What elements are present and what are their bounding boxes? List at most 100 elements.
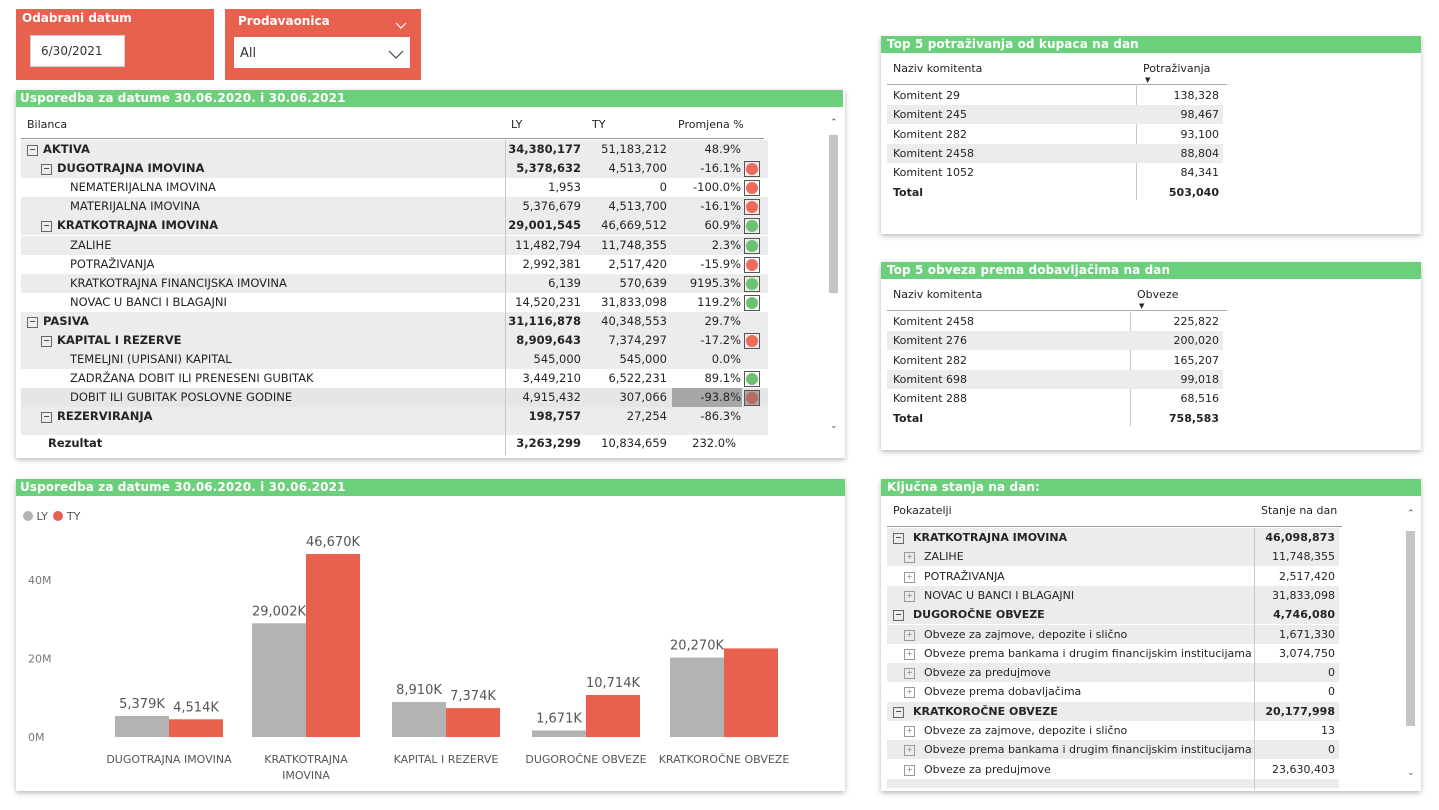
expand-icon[interactable]: + [904,745,915,757]
collapse-icon[interactable]: − [893,706,904,718]
table-row[interactable]: Komitent 245 98,467 [887,105,1223,125]
row-change: 60.9% [704,218,741,233]
col-header-change[interactable]: Promjena % [678,118,744,131]
sort-desc-icon[interactable]: ▼ [1145,76,1151,84]
row-label: REZERVIRANJA [57,409,153,424]
store-dropdown[interactable]: All [234,37,410,68]
col-header-value[interactable]: Obveze [1137,288,1179,301]
matrix-row[interactable]: POTRAŽIVANJA 2,992,381 2,517,420 -15.9% [21,255,768,274]
expand-icon[interactable]: + [904,590,915,602]
key-row[interactable]: + POTRAŽIVANJA 2,517,420 [887,567,1339,586]
table-row[interactable]: Komitent 276 200,020 [887,331,1223,351]
table-row[interactable]: Komitent 282 165,207 [887,351,1223,370]
key-scrollbar[interactable]: ⌃ ⌄ [1405,506,1417,786]
table-row[interactable]: Komitent 29 138,328 [887,86,1223,105]
collapse-icon[interactable]: − [893,610,904,622]
expand-icon[interactable]: + [904,668,915,680]
table-row[interactable]: Komitent 2458 225,822 [887,312,1223,331]
table-row[interactable]: Komitent 1052 84,341 [887,163,1223,182]
green-status-icon [746,373,758,386]
col-header-ty[interactable]: TY [592,118,606,131]
slicer-collapse-icon[interactable] [395,15,407,34]
bar-ly[interactable] [392,702,446,737]
matrix-row[interactable]: ZADRŽANA DOBIT ILI PRENESENI GUBITAK 3,44… [21,369,768,388]
table-row[interactable]: Komitent 698 99,018 [887,369,1223,389]
row-label: DUGOTRAJNA IMOVINA [57,161,205,176]
key-row[interactable]: + ZALIHE 11,748,355 [887,547,1339,567]
total-change: 232.0% [692,436,736,450]
matrix-row[interactable]: − PASIVA 31,116,878 40,348,553 29.7% [21,311,768,331]
key-balances-title: Ključna stanja na dan: [881,479,1421,496]
collapse-icon[interactable]: − [41,336,52,347]
matrix-row[interactable]: KRATKOTRAJNA FINANCIJSKA IMOVINA 6,139 570… [21,273,768,293]
scroll-thumb[interactable] [829,135,838,293]
bar-ly[interactable] [252,623,306,737]
scroll-up-icon[interactable]: ⌃ [830,118,838,128]
matrix-row[interactable]: DOBIT ILI GUBITAK POSLOVNE GODINE 4,915,4… [21,388,768,408]
key-row[interactable]: + Obveze za zajmove, depozite i slično 13 [887,721,1339,740]
table-row[interactable]: Komitent 282 93,100 [887,125,1223,144]
matrix-row[interactable]: TEMELJNI (UPISANI) KAPITAL 545,000 545,000… [21,350,768,370]
key-row[interactable]: + Obveze za zajmove, depozite i slično 1,6… [887,624,1339,644]
expand-icon[interactable]: + [904,687,915,699]
bar-ty[interactable] [446,708,500,737]
matrix-row[interactable]: − AKTIVA 34,380,177 51,183,212 48.9% [21,140,768,159]
col-header-ly[interactable]: LY [511,118,523,131]
expand-icon[interactable]: + [904,648,915,660]
key-row-value: 13 [1321,724,1335,737]
key-row-label: POTRAŽIVANJA [924,569,1005,583]
matrix-scrollbar[interactable]: ⌃ ⌄ [828,115,840,437]
matrix-row[interactable]: − DUGOTRAJNA IMOVINA 5,378,632 4,513,700 -16… [21,159,768,179]
matrix-row[interactable]: MATERIJALNA IMOVINA 5,376,679 4,513,700 -16… [21,197,768,217]
collapse-icon[interactable]: − [893,533,904,544]
scroll-down-icon[interactable]: ⌄ [1407,768,1415,778]
expand-icon[interactable]: + [904,629,915,641]
key-row[interactable]: + NOVAC U BANCI I BLAGAJNI 31,833,098 [887,585,1339,605]
matrix-row[interactable]: NOVAC U BANCI I BLAGAJNI 14,520,231 31,833… [21,293,768,312]
key-row[interactable]: − DUGOROČNE OBVEZE 4,746,080 [887,605,1339,625]
col-header-bilanca[interactable]: Bilanca [27,118,68,131]
key-row[interactable]: + Obveze prema bankama i drugim financijs… [887,740,1339,760]
key-row[interactable]: + Obveze za predujmove 23,630,403 [887,760,1339,779]
collapse-icon[interactable]: − [27,145,38,156]
bar-ty[interactable] [724,648,778,737]
expand-icon[interactable]: + [904,571,915,583]
matrix-row[interactable]: − KRATKOTRAJNA IMOVINA 29,001,545 46,669,51… [21,216,768,236]
key-row[interactable]: + Obveze prema bankama i drugim financijs… [887,644,1339,663]
col-header-stanje[interactable]: Stanje na dan [1261,504,1338,517]
expand-icon[interactable]: + [904,726,915,737]
table-row[interactable]: Komitent 2458 88,804 [887,143,1223,163]
collapse-icon[interactable]: − [41,221,52,233]
collapse-icon[interactable]: − [27,316,38,328]
matrix-row[interactable]: − KAPITAL I REZERVE 8,909,643 7,374,297 -17.… [21,331,768,350]
expand-icon[interactable]: + [904,764,915,776]
table-row[interactable]: Komitent 288 68,516 [887,389,1223,408]
col-header-pokazatelji[interactable]: Pokazatelji [893,504,952,517]
bar-ty[interactable] [586,695,640,737]
bar-ty[interactable] [306,554,360,737]
scroll-up-icon[interactable]: ⌃ [1407,509,1415,519]
top-payables-title: Top 5 obveza prema dobavljačima na dan [881,262,1421,279]
collapse-icon[interactable]: − [41,412,52,424]
bar-ty[interactable] [169,719,223,737]
scroll-down-icon[interactable]: ⌄ [830,421,838,431]
scroll-thumb[interactable] [1406,531,1415,726]
matrix-row[interactable]: − REZERVIRANJA 198,757 27,254 -86.3% [21,407,768,427]
key-row[interactable]: − KRATKOTRAJNA IMOVINA 46,098,873 [887,528,1339,547]
sort-desc-icon[interactable]: ▼ [1139,302,1145,310]
expand-icon[interactable]: + [904,552,915,564]
date-input[interactable]: 6/30/2021 [30,35,125,67]
col-header-name[interactable]: Naziv komitenta [893,62,983,75]
bar-ly[interactable] [670,657,724,737]
col-header-value[interactable]: Potraživanja [1143,62,1211,75]
col-header-name[interactable]: Naziv komitenta [893,288,983,301]
key-row[interactable]: + Obveze prema dobavljačima 0 [887,682,1339,701]
matrix-row[interactable]: NEMATERIJALNA IMOVINA 1,953 0 -100.0% [21,178,768,197]
key-row-value: 0 [1328,666,1335,680]
key-row[interactable]: − KRATKOROČNE OBVEZE 20,177,998 [887,701,1339,721]
matrix-row[interactable]: ZALIHE 11,482,794 11,748,355 2.3% [21,235,768,255]
bar-ly[interactable] [532,730,586,737]
bar-ly[interactable] [115,715,169,737]
collapse-icon[interactable]: − [41,164,52,176]
key-row[interactable]: + Obveze za predujmove 0 [887,663,1339,683]
